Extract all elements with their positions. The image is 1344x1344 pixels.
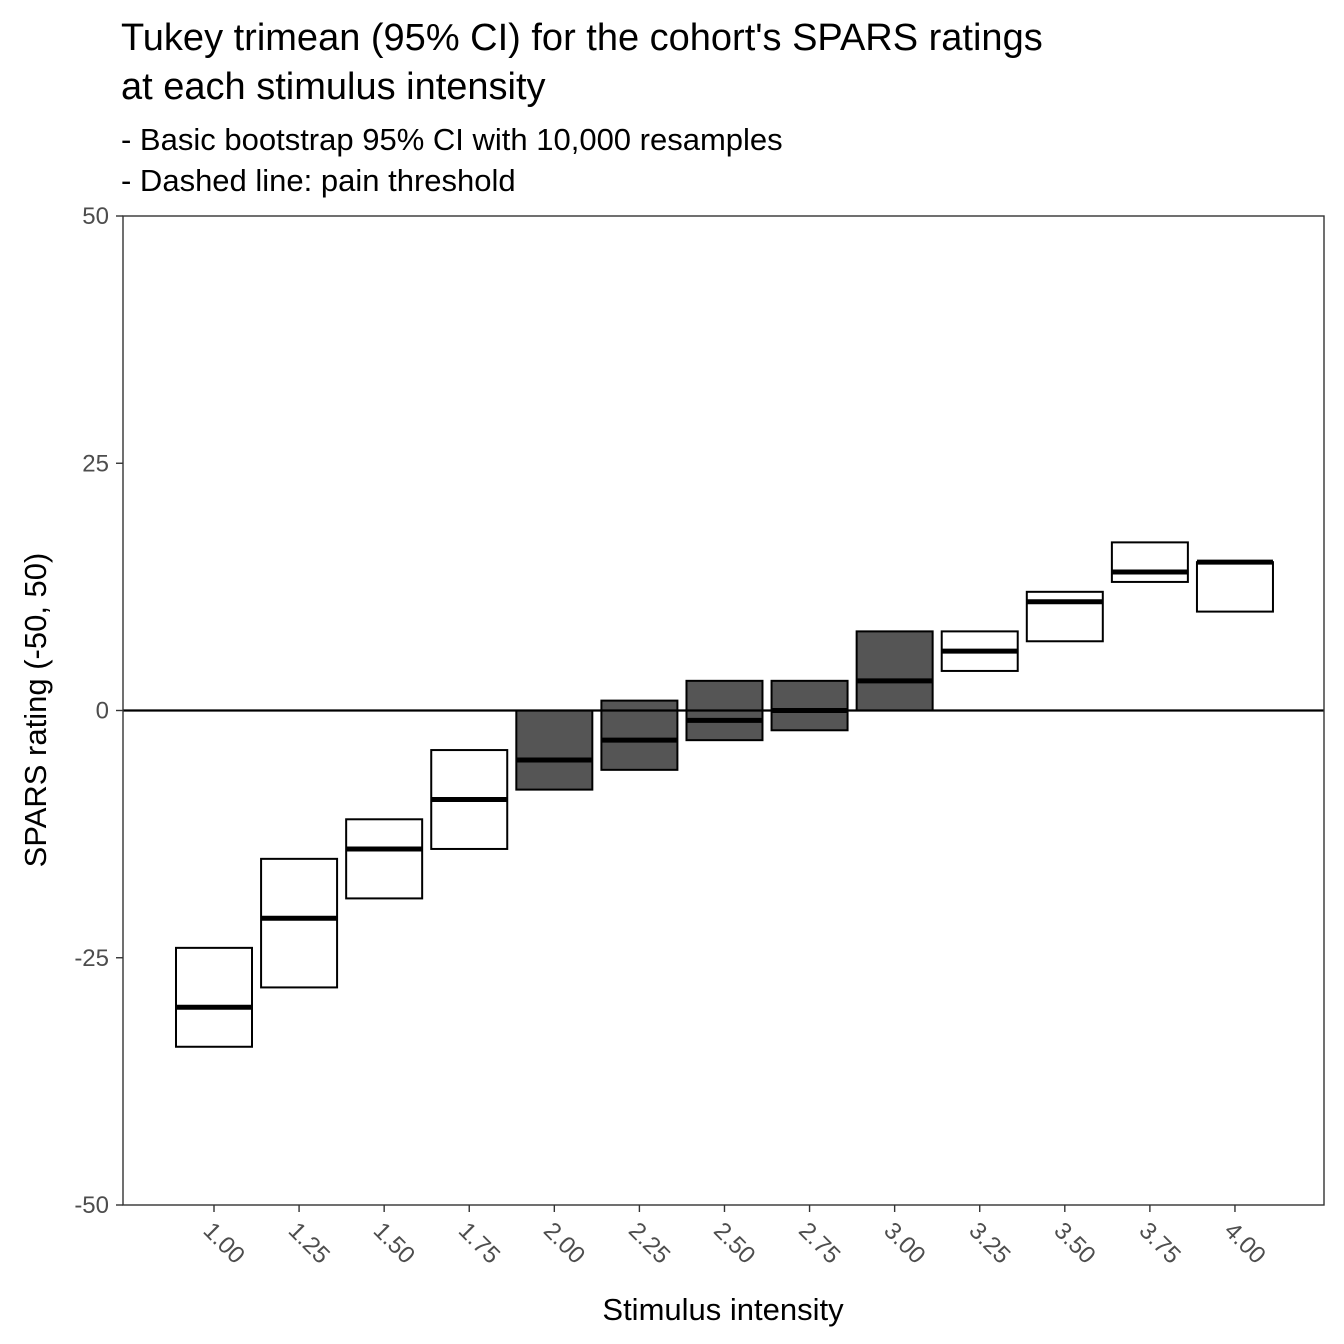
ci-box-1.25	[260, 857, 339, 989]
ci-box-4.00	[1195, 561, 1274, 613]
x-tick-label: 2.50	[708, 1217, 760, 1269]
x-axis: 1.00 1.25 1.50 1.75 2.00 2.25 2.50 2.75 3.00 3.25…	[198, 1205, 1271, 1269]
x-tick-label: 3.50	[1049, 1217, 1101, 1269]
x-tick-label: 2.25	[623, 1217, 675, 1269]
x-tick-label: 1.50	[368, 1217, 420, 1269]
ci-box-1.00	[175, 946, 253, 1048]
x-tick-label: 3.75	[1134, 1217, 1186, 1269]
y-tick-label: 50	[82, 203, 109, 230]
x-tick-label: 3.25	[963, 1217, 1015, 1269]
chart-subtitle-line-1: - Basic bootstrap 95% CI with 10,000 res…	[121, 122, 783, 157]
y-axis-title: SPARS rating (-50, 50)	[18, 553, 53, 868]
chart-title-line-2: at each stimulus intensity	[121, 66, 546, 108]
y-tick-label: -50	[74, 1192, 109, 1219]
plot-panel-border	[122, 215, 1325, 1206]
y-tick-label: 0	[96, 698, 109, 725]
x-tick-label: 2.75	[793, 1217, 845, 1269]
x-tick-label: 1.00	[198, 1217, 250, 1269]
ci-box-3.75	[1110, 541, 1189, 583]
x-tick-label: 3.00	[878, 1217, 930, 1269]
ci-box-3.00	[855, 630, 934, 712]
ci-box-1.50	[345, 818, 424, 900]
ci-box-2.25	[600, 699, 679, 771]
y-tick-label: -25	[74, 945, 109, 972]
chart-title-line-1: Tukey trimean (95% CI) for the cohort's …	[121, 17, 1043, 59]
chart-subtitle-line-2: - Dashed line: pain threshold	[121, 163, 516, 198]
ci-box-2.75	[770, 679, 849, 732]
y-tick-label: 25	[82, 450, 109, 477]
x-tick-label: 1.25	[283, 1217, 335, 1269]
x-tick-label: 1.75	[453, 1217, 505, 1269]
ci-box-2.00	[515, 709, 594, 791]
chart-marks	[123, 541, 1324, 1048]
x-tick-label: 2.00	[538, 1217, 590, 1269]
y-axis: -50 -25 0 25 50	[74, 203, 123, 1219]
x-tick-label: 4.00	[1219, 1217, 1271, 1269]
x-axis-title: Stimulus intensity	[602, 1292, 844, 1327]
